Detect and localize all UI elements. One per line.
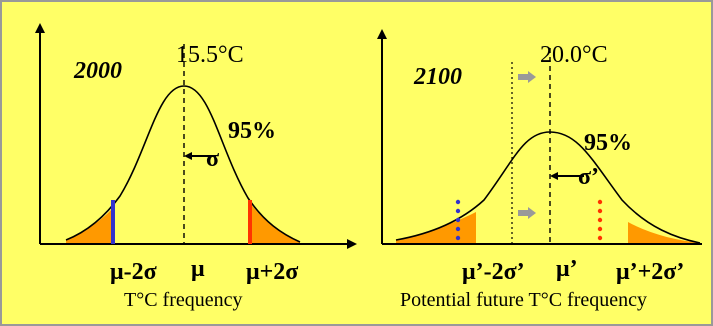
right-upper-marker xyxy=(597,199,603,241)
right-percent-label: 95% xyxy=(584,130,632,156)
left-lower-label: μ-2σ xyxy=(110,259,157,285)
left-upper-label: μ+2σ xyxy=(246,259,298,285)
right-year-label: 2100 xyxy=(413,64,462,90)
left-bell-curve xyxy=(65,85,301,243)
left-panel xyxy=(35,23,357,249)
right-lower-tail xyxy=(396,212,476,244)
shift-arrow-bottom xyxy=(518,207,536,219)
right-caption: Potential future T°C frequency xyxy=(400,289,647,311)
right-mean-temperature: 20.0°C xyxy=(540,42,608,68)
right-upper-tail xyxy=(628,222,700,244)
shift-arrow-top xyxy=(518,71,536,83)
left-mean-temperature: 15.5°C xyxy=(176,42,244,68)
right-bell-curve xyxy=(395,131,701,244)
right-lower-label: μ’-2σ’ xyxy=(462,259,525,285)
right-mean-label: μ’ xyxy=(556,256,578,282)
right-upper-label: μ’+2σ’ xyxy=(616,259,684,285)
left-upper-tail xyxy=(250,203,300,244)
left-mean-label: μ xyxy=(191,256,205,282)
right-sigma-label: σ’ xyxy=(578,164,599,190)
left-sigma-label: σ xyxy=(206,146,219,172)
right-lower-marker xyxy=(455,199,461,241)
right-panel xyxy=(377,29,702,245)
left-year-label: 2000 xyxy=(73,58,122,84)
left-caption: T°C frequency xyxy=(124,289,243,311)
left-percent-label: 95% xyxy=(228,118,276,144)
